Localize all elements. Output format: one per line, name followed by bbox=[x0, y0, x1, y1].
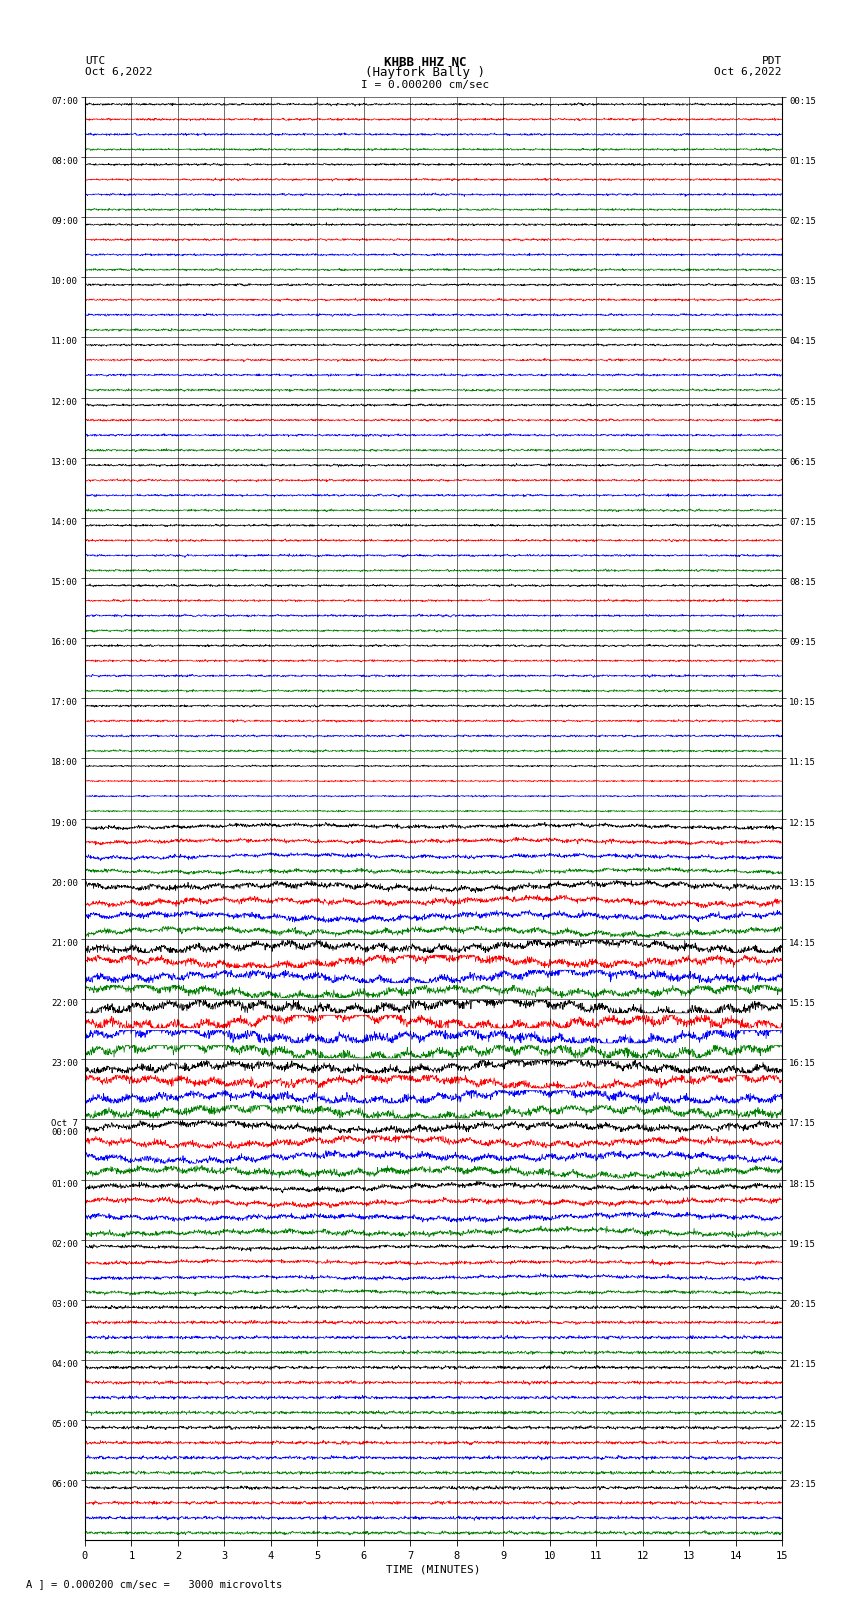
Text: I = 0.000200 cm/sec: I = 0.000200 cm/sec bbox=[361, 79, 489, 90]
Text: A ] = 0.000200 cm/sec =   3000 microvolts: A ] = 0.000200 cm/sec = 3000 microvolts bbox=[26, 1579, 281, 1589]
Text: PDT: PDT bbox=[762, 56, 782, 66]
X-axis label: TIME (MINUTES): TIME (MINUTES) bbox=[386, 1565, 481, 1574]
Text: Oct 6,2022: Oct 6,2022 bbox=[715, 66, 782, 77]
Text: (Hayfork Bally ): (Hayfork Bally ) bbox=[365, 66, 485, 79]
Text: UTC: UTC bbox=[85, 56, 105, 66]
Text: Oct 6,2022: Oct 6,2022 bbox=[85, 66, 152, 77]
Text: KHBB HHZ NC: KHBB HHZ NC bbox=[383, 55, 467, 69]
